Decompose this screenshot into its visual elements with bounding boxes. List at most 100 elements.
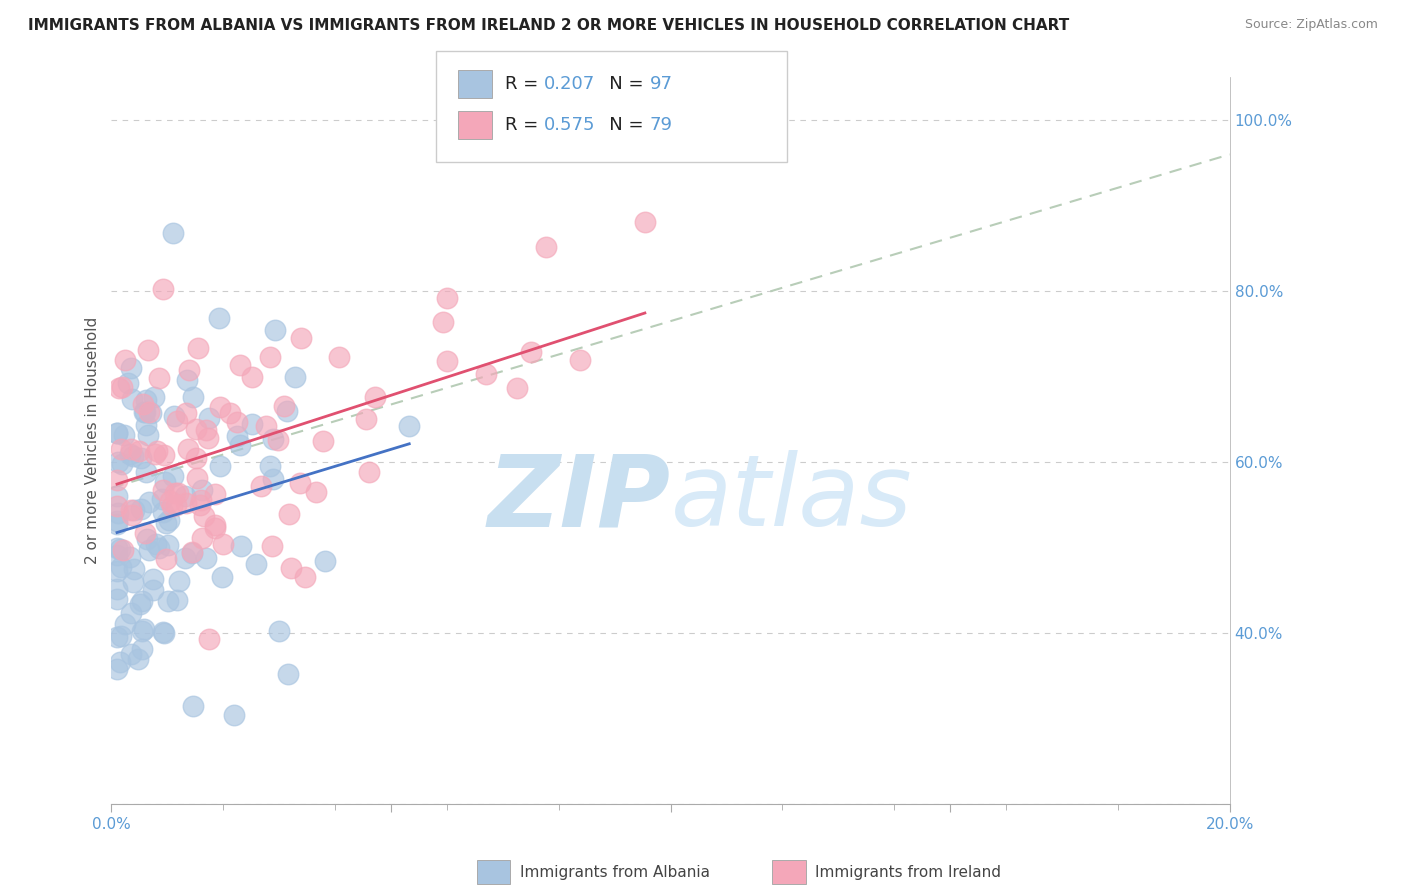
Point <box>135 465 157 479</box>
Text: 0.207: 0.207 <box>544 75 595 93</box>
Point <box>181 545 204 559</box>
Point <box>211 569 233 583</box>
Point <box>186 471 208 485</box>
Point <box>122 503 145 517</box>
Point <box>148 541 170 555</box>
Point <box>191 531 214 545</box>
Point <box>290 331 312 345</box>
Point <box>259 350 281 364</box>
Point <box>105 630 128 644</box>
Text: Immigrants from Albania: Immigrants from Albania <box>520 865 710 880</box>
Point <box>143 446 166 460</box>
Point <box>278 507 301 521</box>
Point <box>127 652 149 666</box>
Text: IMMIGRANTS FROM ALBANIA VS IMMIGRANTS FROM IRELAND 2 OR MORE VEHICLES IN HOUSEHO: IMMIGRANTS FROM ALBANIA VS IMMIGRANTS FR… <box>28 18 1070 33</box>
Point <box>290 475 312 490</box>
Point <box>264 323 287 337</box>
Point <box>120 647 142 661</box>
Point <box>262 472 284 486</box>
Point <box>181 546 204 560</box>
Point <box>105 489 128 503</box>
Point <box>122 562 145 576</box>
Point <box>157 513 180 527</box>
Point <box>118 447 141 461</box>
Point <box>193 509 215 524</box>
Point <box>354 412 377 426</box>
Point <box>208 401 231 415</box>
Point <box>150 491 173 506</box>
Point <box>152 626 174 640</box>
Point <box>506 381 529 395</box>
Point <box>145 444 167 458</box>
Text: ZIP: ZIP <box>488 450 671 548</box>
Point <box>145 537 167 551</box>
Point <box>155 475 177 489</box>
Point <box>134 405 156 419</box>
Point <box>152 282 174 296</box>
Point <box>179 363 201 377</box>
Point <box>204 487 226 501</box>
Point <box>162 499 184 513</box>
Point <box>120 442 142 457</box>
Point <box>138 543 160 558</box>
Point <box>305 485 328 500</box>
Point <box>181 699 204 714</box>
Point <box>120 606 142 620</box>
Point <box>122 449 145 463</box>
Point <box>107 507 129 521</box>
Point <box>167 486 190 500</box>
Point <box>398 419 420 434</box>
Point <box>131 642 153 657</box>
Point <box>111 380 134 394</box>
Point <box>114 353 136 368</box>
Point <box>436 292 458 306</box>
Point <box>207 311 229 326</box>
Legend: R = 0.207   N = 97, R = 0.575   N = 79: R = 0.207 N = 97, R = 0.575 N = 79 <box>461 87 702 165</box>
Point <box>120 550 142 565</box>
Point <box>114 427 136 442</box>
Point <box>432 315 454 329</box>
Point <box>184 422 207 436</box>
Point <box>191 483 214 498</box>
Point <box>105 514 128 528</box>
Point <box>229 540 252 554</box>
Point <box>110 629 132 643</box>
Point <box>129 597 152 611</box>
Point <box>277 666 299 681</box>
Point <box>105 541 128 555</box>
Point <box>155 552 177 566</box>
Point <box>111 457 134 471</box>
Point <box>131 624 153 639</box>
Point <box>132 397 155 411</box>
Point <box>226 415 249 429</box>
Point <box>138 405 160 419</box>
Point <box>136 532 159 546</box>
Point <box>110 560 132 574</box>
Point <box>260 539 283 553</box>
Point <box>284 370 307 384</box>
Point <box>240 417 263 432</box>
Point <box>134 525 156 540</box>
Point <box>111 543 134 558</box>
Point <box>211 537 233 551</box>
Point <box>181 390 204 404</box>
Point <box>228 359 250 373</box>
Point <box>155 516 177 530</box>
Point <box>105 592 128 607</box>
Point <box>142 572 165 586</box>
Point <box>314 554 336 568</box>
Point <box>110 442 132 457</box>
Point <box>273 399 295 413</box>
Point <box>195 551 218 566</box>
Point <box>162 226 184 240</box>
Point <box>105 548 128 562</box>
Point <box>176 496 198 510</box>
Point <box>105 516 128 531</box>
Point <box>163 409 186 423</box>
Text: N =: N = <box>592 75 650 93</box>
Point <box>177 442 200 456</box>
Point <box>536 240 558 254</box>
Point <box>120 361 142 376</box>
Point <box>105 425 128 440</box>
Point <box>105 662 128 676</box>
